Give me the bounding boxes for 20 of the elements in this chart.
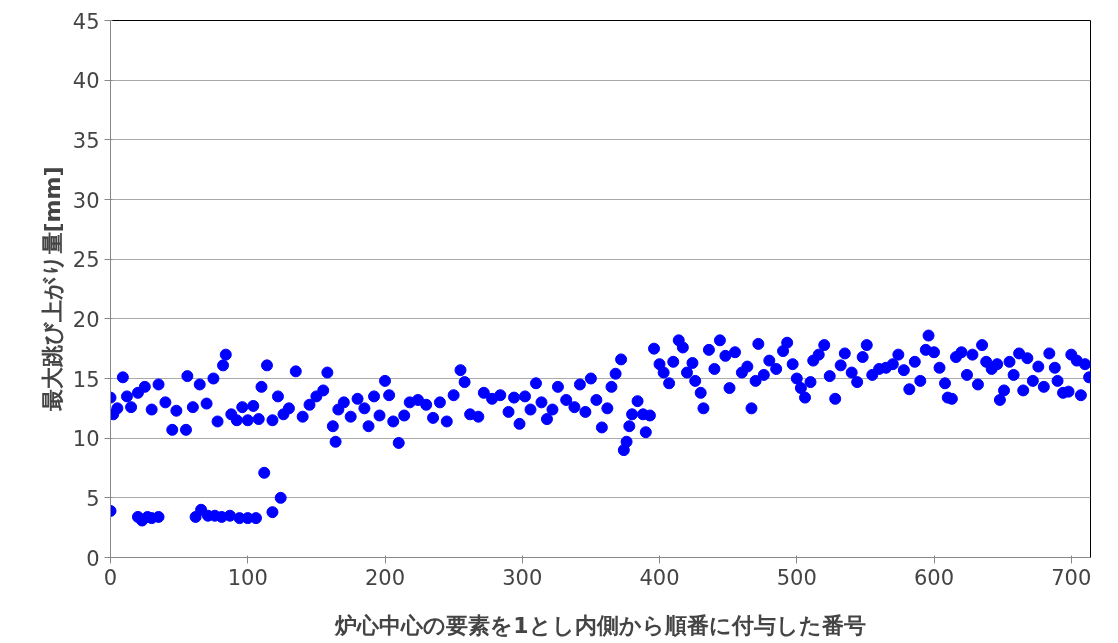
x-tick-label: 0 [103,565,118,590]
x-tick-label: 500 [776,565,817,590]
y-tick-label: 45 [72,9,100,34]
y-axis-title: 最大跳び上がり量[mm] [39,166,65,413]
y-tick-label: 20 [72,307,100,332]
x-tick-label: 400 [639,565,680,590]
y-tick-label: 0 [86,546,100,571]
y-tick-label: 40 [72,69,100,94]
y-tick-label: 30 [72,188,100,213]
y-tick-label: 35 [72,128,100,153]
y-tick-label: 15 [72,367,100,392]
x-tick-label: 300 [502,565,543,590]
y-tick-label: 25 [72,248,100,273]
y-tick-label: 5 [86,486,100,511]
x-tick-label: 700 [1051,565,1092,590]
x-tick-label: 600 [913,565,955,590]
y-tick-label: 10 [72,427,100,452]
x-tick-label: 200 [364,565,406,590]
x-axis-title: 炉心中心の要素を1とし内側から順番に付与した番号 [334,612,866,638]
x-tick-label: 100 [227,565,268,590]
